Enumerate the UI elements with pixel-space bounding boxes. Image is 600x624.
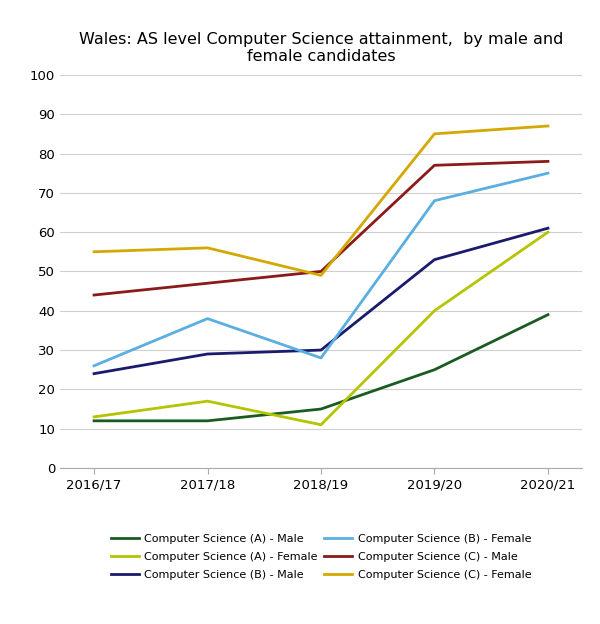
Computer Science (C) - Female (204, 244, 211, 251)
Computer Science (A) - Female (544, 228, 551, 236)
Computer Science (A) - Male (204, 417, 211, 424)
Line: Computer Science (B) - Female: Computer Science (B) - Female (94, 173, 548, 366)
Computer Science (B) - Male (204, 350, 211, 358)
Legend: Computer Science (A) - Male, Computer Science (A) - Female, Computer Science (B): Computer Science (A) - Male, Computer Sc… (105, 529, 537, 585)
Computer Science (B) - Male (317, 346, 325, 354)
Computer Science (C) - Female (91, 248, 98, 256)
Line: Computer Science (C) - Female: Computer Science (C) - Female (94, 126, 548, 275)
Computer Science (C) - Female (431, 130, 438, 138)
Computer Science (B) - Male (431, 256, 438, 263)
Computer Science (C) - Male (91, 291, 98, 299)
Computer Science (C) - Female (544, 122, 551, 130)
Computer Science (B) - Female (544, 170, 551, 177)
Computer Science (A) - Male (431, 366, 438, 373)
Computer Science (B) - Male (544, 225, 551, 232)
Computer Science (B) - Female (317, 354, 325, 362)
Computer Science (A) - Male (544, 311, 551, 318)
Computer Science (A) - Male (317, 406, 325, 413)
Line: Computer Science (A) - Male: Computer Science (A) - Male (94, 314, 548, 421)
Computer Science (C) - Male (317, 268, 325, 275)
Line: Computer Science (C) - Male: Computer Science (C) - Male (94, 162, 548, 295)
Computer Science (C) - Male (204, 280, 211, 287)
Computer Science (B) - Female (431, 197, 438, 205)
Line: Computer Science (B) - Male: Computer Science (B) - Male (94, 228, 548, 374)
Computer Science (A) - Female (431, 307, 438, 314)
Computer Science (C) - Male (544, 158, 551, 165)
Title: Wales: AS level Computer Science attainment,  by male and
female candidates: Wales: AS level Computer Science attainm… (79, 32, 563, 64)
Computer Science (A) - Female (204, 397, 211, 405)
Computer Science (A) - Female (317, 421, 325, 429)
Computer Science (B) - Female (204, 315, 211, 323)
Computer Science (A) - Female (91, 413, 98, 421)
Computer Science (B) - Female (91, 362, 98, 369)
Computer Science (A) - Male (91, 417, 98, 424)
Line: Computer Science (A) - Female: Computer Science (A) - Female (94, 232, 548, 425)
Computer Science (B) - Male (91, 370, 98, 378)
Computer Science (C) - Male (431, 162, 438, 169)
Computer Science (C) - Female (317, 271, 325, 279)
